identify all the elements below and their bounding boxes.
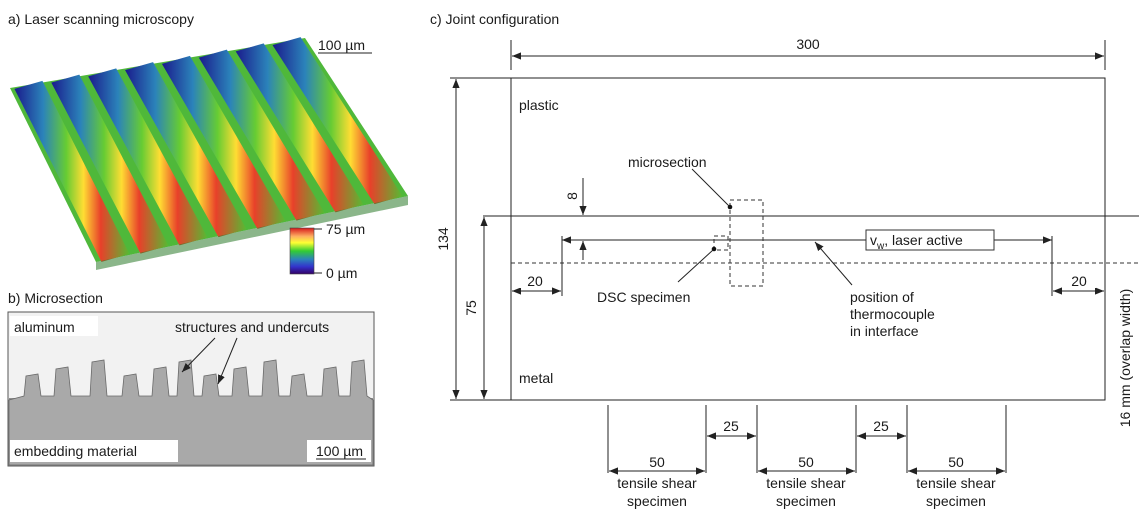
surface-ridge (272, 37, 403, 205)
structures-arrow-right (217, 337, 238, 385)
width-dimension-label: 300 (796, 36, 820, 52)
colorbar (289, 227, 322, 275)
dsc-leader (677, 249, 714, 283)
thermocouple-label-line2: thermocouple (850, 306, 935, 322)
aluminum-label-bg (10, 316, 98, 336)
surface-ridge (235, 43, 364, 213)
surface-3d-plot (10, 37, 408, 270)
surface-ridge (161, 55, 286, 229)
surface-ridge (198, 49, 325, 221)
specimen-2-width-label: 50 (798, 454, 814, 470)
embedding-label-bg (10, 440, 178, 462)
plastic-label: plastic (519, 97, 559, 113)
panel-b-scale-label: 100 µm (316, 443, 363, 459)
panel-c-title: c) Joint configuration (430, 11, 559, 27)
structures-label: structures and undercuts (175, 319, 329, 335)
surface-ridge (88, 68, 208, 246)
dsc-label: DSC specimen (597, 289, 690, 305)
microsection-label: microsection (628, 154, 707, 170)
panel-a-scale-label: 100 µm (318, 37, 365, 53)
colorbar-max-label: 75 µm (326, 221, 365, 237)
height-dimension-label: 134 (435, 227, 451, 251)
specimen-2-label-line2: specimen (776, 493, 836, 509)
gap-2-dimension-label: 25 (873, 418, 889, 434)
specimen-3-label-line1: tensile shear (916, 475, 996, 491)
embedding-label: embedding material (14, 443, 137, 459)
metal-label: metal (519, 370, 553, 386)
vw-label: vw, laser active (870, 232, 963, 252)
plastic-plate (510, 77, 1106, 401)
surface-ridge (51, 74, 169, 254)
vw-label-box (865, 229, 995, 251)
panel-b-title: b) Microsection (8, 290, 103, 306)
thermocouple-arrow (814, 241, 853, 286)
dsc-region (713, 235, 729, 251)
colorbar-min-label: 0 µm (326, 265, 357, 281)
structures-arrow-left (181, 337, 216, 373)
surface-ridge (14, 80, 130, 262)
microsection-region (729, 199, 764, 287)
offset-dimension-label: 8 (564, 192, 580, 200)
right-offset-dimension-label: 20 (1071, 273, 1087, 289)
panel-b-scale-bg (307, 440, 371, 462)
specimen-1-label-line1: tensile shear (617, 475, 697, 491)
aluminum-label: aluminum (14, 319, 75, 335)
microsection-leader (691, 168, 730, 207)
metal-dimension-label: 75 (463, 300, 479, 316)
gap-1-dimension-label: 25 (723, 418, 739, 434)
specimen-2-label-line1: tensile shear (766, 475, 846, 491)
surface-ridge (125, 62, 247, 238)
overlap-width-label: 16 mm (overlap width) (1117, 289, 1133, 428)
left-offset-dimension-label: 20 (527, 273, 543, 289)
specimen-3-width-label: 50 (948, 454, 964, 470)
specimen-1-label-line2: specimen (627, 493, 687, 509)
specimen-3-label-line2: specimen (926, 493, 986, 509)
panel-a-title: a) Laser scanning microscopy (8, 11, 194, 27)
specimen-1-width-label: 50 (649, 454, 665, 470)
thermocouple-label-line1: position of (850, 289, 914, 305)
thermocouple-label-line3: in interface (850, 323, 919, 339)
